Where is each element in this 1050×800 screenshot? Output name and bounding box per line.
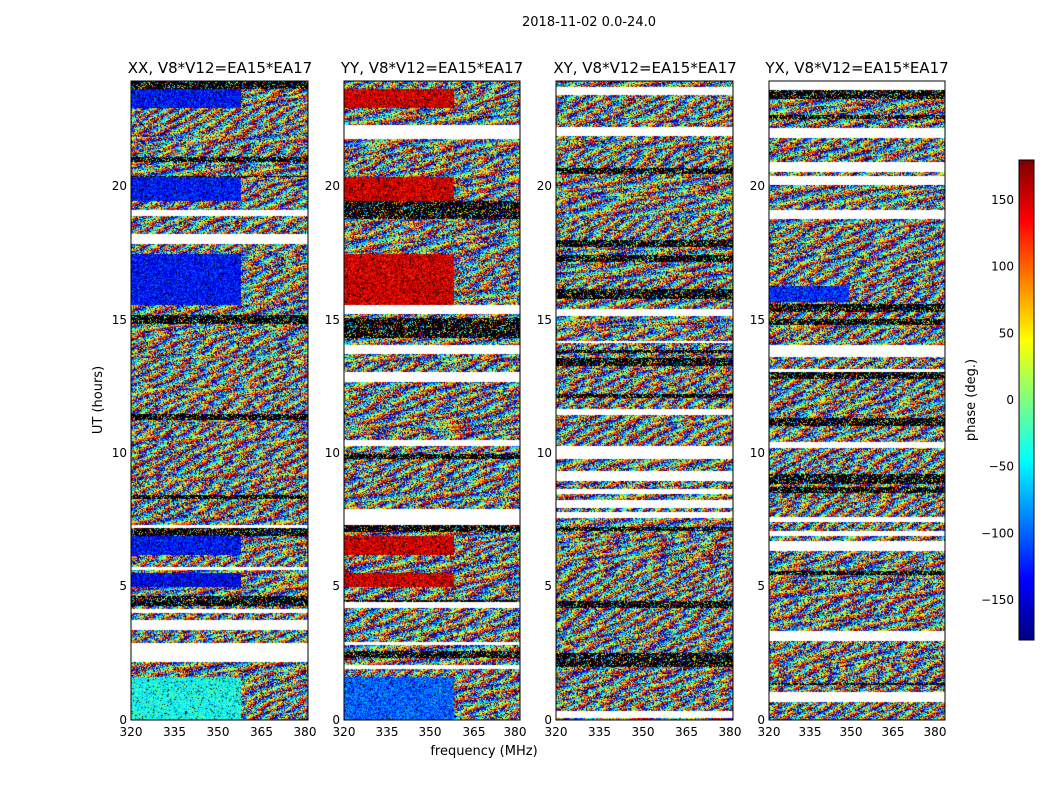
x-axis-ticks: 320 335 350 365 380 (758, 725, 947, 739)
x-tick-label: 350 (419, 725, 442, 739)
x-tick-label: 335 (588, 725, 611, 739)
heatmap-cells (344, 81, 520, 720)
y-tick-label: 20 (112, 179, 127, 193)
y-tick-label: 0 (332, 713, 340, 727)
panel-yy: YY, V8*V12=EA15*EA17 frequency (MHz) 320… (325, 59, 538, 759)
x-tick-label: 320 (333, 725, 356, 739)
y-tick-label: 10 (750, 446, 765, 460)
y-tick-label: 15 (750, 313, 765, 327)
y-tick-label: 5 (544, 579, 552, 593)
panel-title: XY, V8*V12=EA15*EA17 (553, 59, 736, 77)
x-tick-label: 320 (758, 725, 781, 739)
colorbar-ticks: 150 100 50 0 −50 −100 −150 (981, 193, 1014, 607)
x-tick-label: 380 (504, 725, 527, 739)
plot-frame (555, 80, 734, 721)
y-axis-ticks: 0 5 10 15 20 (537, 179, 552, 727)
x-tick-label: 380 (719, 725, 742, 739)
colorbar-tick-label: 150 (991, 193, 1014, 207)
y-tick-label: 10 (325, 446, 340, 460)
y-tick-label: 20 (325, 179, 340, 193)
panel-xy: XY, V8*V12=EA15*EA17 320 335 350 365 380… (537, 59, 742, 739)
y-tick-label: 0 (119, 713, 127, 727)
y-tick-label: 0 (757, 713, 765, 727)
colorbar-tick-label: −50 (989, 460, 1014, 474)
y-axis-label: UT (hours) (91, 366, 106, 434)
x-axis-label: frequency (MHz) (430, 744, 537, 759)
colorbar-frame (1018, 159, 1035, 641)
x-tick-label: 320 (120, 725, 143, 739)
colorbar-tick-label: 0 (1006, 393, 1014, 407)
x-tick-label: 335 (799, 725, 822, 739)
panel-xx: XX, V8*V12=EA15*EA17 UT (hours) 320 335 … (91, 59, 316, 739)
colorbar-tick-label: 100 (991, 260, 1014, 274)
y-tick-label: 20 (537, 179, 552, 193)
figure-title: 2018-11-02 0.0-24.0 (522, 15, 656, 30)
x-tick-label: 380 (294, 725, 317, 739)
y-tick-label: 15 (537, 313, 552, 327)
colorbar-tick-label: −100 (981, 526, 1014, 540)
y-tick-label: 10 (537, 446, 552, 460)
x-tick-label: 335 (163, 725, 186, 739)
y-tick-label: 15 (325, 313, 340, 327)
x-tick-label: 380 (924, 725, 947, 739)
y-tick-label: 5 (119, 579, 127, 593)
colorbar-gradient (1019, 160, 1034, 640)
heatmap-cells (556, 81, 733, 720)
y-axis-ticks: 0 5 10 15 20 (750, 179, 765, 727)
x-tick-label: 365 (463, 725, 486, 739)
y-axis-ticks: 0 5 10 15 20 (325, 179, 340, 727)
x-tick-label: 350 (207, 725, 230, 739)
y-tick-label: 5 (332, 579, 340, 593)
x-tick-label: 365 (675, 725, 698, 739)
y-tick-label: 0 (544, 713, 552, 727)
colorbar-tick-label: 50 (999, 326, 1014, 340)
x-axis-ticks: 320 335 350 365 380 (545, 725, 742, 739)
x-tick-label: 365 (882, 725, 905, 739)
x-tick-label: 365 (250, 725, 273, 739)
x-tick-label: 350 (632, 725, 655, 739)
colorbar-label: phase (deg.) (964, 359, 979, 441)
plot-frame (768, 80, 946, 721)
heatmap-cells (769, 81, 945, 720)
y-tick-label: 5 (757, 579, 765, 593)
plot-frame (130, 80, 309, 721)
colorbar: phase (deg.) 150 100 50 0 −50 −100 −150 (964, 159, 1035, 641)
y-tick-label: 10 (112, 446, 127, 460)
colorbar-tick-label: −150 (981, 593, 1014, 607)
panel-title: YX, V8*V12=EA15*EA17 (764, 59, 948, 77)
panel-title: YY, V8*V12=EA15*EA17 (340, 59, 523, 77)
x-axis-ticks: 320 335 350 365 380 (120, 725, 317, 739)
panel-title: XX, V8*V12=EA15*EA17 (128, 59, 312, 77)
y-tick-label: 20 (750, 179, 765, 193)
heatmap-cells (131, 81, 308, 720)
x-tick-label: 320 (545, 725, 568, 739)
y-axis-ticks: 0 5 10 15 20 (112, 179, 127, 727)
y-tick-label: 15 (112, 313, 127, 327)
plot-frame (343, 80, 521, 721)
x-axis-ticks: 320 335 350 365 380 (333, 725, 527, 739)
x-tick-label: 350 (840, 725, 863, 739)
panel-yx: YX, V8*V12=EA15*EA17 320 335 350 365 380… (750, 59, 949, 739)
x-tick-label: 335 (376, 725, 399, 739)
